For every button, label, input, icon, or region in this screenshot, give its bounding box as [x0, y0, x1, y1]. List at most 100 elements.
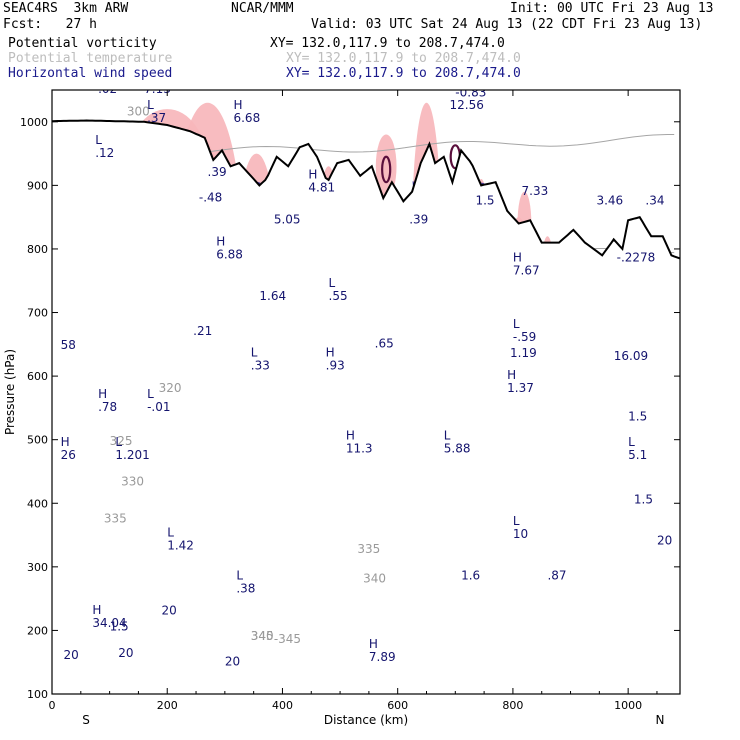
y-tick-label: 300: [27, 561, 48, 574]
y-tick-label: 200: [27, 624, 48, 637]
forecast-hour: Fcst: 27 h: [3, 17, 97, 32]
x-axis-title: Distance (km): [324, 713, 408, 727]
extremum-value: 20: [161, 604, 176, 618]
extremum-value: 34.04: [92, 616, 126, 630]
extremum-value: 1.5: [628, 410, 647, 424]
theta-label: -345: [274, 632, 301, 646]
field-xy-wind: XY= 132.0,117.9 to 208.7,474.0: [286, 66, 521, 81]
extremum-value: 12.56: [450, 98, 484, 112]
extremum-type: H: [346, 428, 355, 442]
extremum-value: 6.88: [216, 247, 243, 261]
theta-label: 335: [357, 542, 380, 556]
extremum-value: .02: [98, 82, 117, 96]
terrain-profile: [52, 119, 680, 260]
extremum-type: L: [444, 428, 451, 442]
y-axis-title: Pressure (hPa): [3, 349, 17, 435]
x-tick-label: 1000: [614, 699, 642, 712]
extremum-value: 10: [513, 527, 528, 541]
pv-contour-cell: [381, 155, 392, 184]
y-tick-label: 900: [27, 179, 48, 192]
extremum-type: H: [61, 435, 70, 449]
extremum-value: 1.42: [167, 539, 194, 553]
extremum-type: H: [92, 603, 101, 617]
extremum-value: .39: [409, 213, 428, 227]
run-title: SEAC4RS 3km ARW: [3, 1, 129, 16]
valid-time: Valid: 03 UTC Sat 24 Aug 13 (22 CDT Fri …: [311, 17, 703, 32]
field-label-pv: Potential vorticity: [8, 36, 157, 51]
x-tick-label: 0: [49, 699, 56, 712]
extremum-value: -.2278: [617, 251, 656, 265]
extremum-type: H: [98, 387, 107, 401]
south-end-label: S: [82, 713, 90, 727]
extremum-value: 1.5: [110, 619, 129, 633]
x-tick-label: 200: [157, 699, 178, 712]
extremum-value: 5.1: [628, 448, 647, 462]
extremum-value: 3.46: [596, 193, 623, 207]
extremum-type: H: [326, 346, 335, 360]
plot-frame: [51, 89, 681, 695]
extremum-value: 5.88: [444, 441, 471, 455]
center-title: NCAR/MMM: [231, 1, 294, 16]
theta-label: 325: [110, 434, 133, 448]
y-tick-label: 100: [27, 688, 48, 701]
theta-label: 320: [159, 381, 182, 395]
extremum-value: -.59: [513, 330, 536, 344]
extremum-type: H: [369, 637, 378, 651]
extremum-value: .78: [98, 400, 117, 414]
theta-label: 340: [251, 629, 274, 643]
extremum-value: 20: [64, 648, 79, 662]
extremum-type: L: [251, 346, 258, 360]
field-xy-theta: XY= 132.0,117.9 to 208.7,474.0: [286, 51, 521, 66]
extremum-value: 4.81: [308, 181, 335, 195]
extremum-value: 20: [118, 646, 133, 660]
y-tick-label: 1000: [20, 116, 48, 129]
extremum-value: .55: [329, 289, 348, 303]
x-tick-label: 400: [272, 699, 293, 712]
north-end-label: N: [656, 713, 665, 727]
extremum-value: -.48: [199, 190, 222, 204]
extremum-value: 1.5: [475, 193, 494, 207]
extremum-type: L: [95, 133, 102, 147]
y-tick-label: 700: [27, 307, 48, 320]
extremum-value: -0.83: [455, 85, 486, 99]
extremum-type: L: [167, 526, 174, 540]
y-tick-label: 600: [27, 370, 48, 383]
extremum-value: 58: [61, 338, 76, 352]
theta-label: 330: [121, 474, 144, 488]
theta-label: 300: [127, 104, 150, 118]
extremum-value: -.01: [147, 400, 170, 414]
x-tick-label: 600: [387, 699, 408, 712]
x-tick-label: 800: [502, 699, 523, 712]
extremum-value: 26: [61, 448, 76, 462]
extremum-value: 1.37: [507, 381, 534, 395]
extremum-type: L: [513, 317, 520, 331]
extremum-value: .12: [95, 146, 114, 160]
extremum-type: H: [513, 250, 522, 264]
extremum-type: H: [233, 98, 242, 112]
extremum-type: L: [98, 69, 105, 83]
y-tick-label: 500: [27, 434, 48, 447]
theta-label: 345: [251, 629, 274, 643]
field-label-theta: Potential temperature: [8, 51, 173, 66]
extremum-value: 6.68: [233, 111, 260, 125]
extremum-type: H: [308, 168, 317, 182]
init-time: Init: 00 UTC Fri 23 Aug 13: [510, 1, 714, 16]
extremum-type: L: [147, 387, 154, 401]
extremum-value: .87: [547, 569, 566, 583]
theta-label: 340: [363, 572, 386, 586]
extremum-value: 20: [225, 654, 240, 668]
field-xy-pv: XY= 132.0,117.9 to 208.7,474.0: [270, 36, 505, 51]
extremum-value: 20: [657, 534, 672, 548]
extremum-type: L: [513, 514, 520, 528]
extremum-type: H: [144, 69, 153, 83]
extremum-value: .34: [645, 193, 664, 207]
extremum-type: H: [216, 234, 225, 248]
extremum-value: 1.5: [634, 492, 653, 506]
y-tick-label: 400: [27, 497, 48, 510]
extremum-value: .33: [251, 359, 270, 373]
extremum-value: 7.89: [369, 650, 396, 664]
terrain-fill: [52, 120, 680, 694]
y-tick-label: 800: [27, 243, 48, 256]
extremum-value: .39: [208, 165, 227, 179]
